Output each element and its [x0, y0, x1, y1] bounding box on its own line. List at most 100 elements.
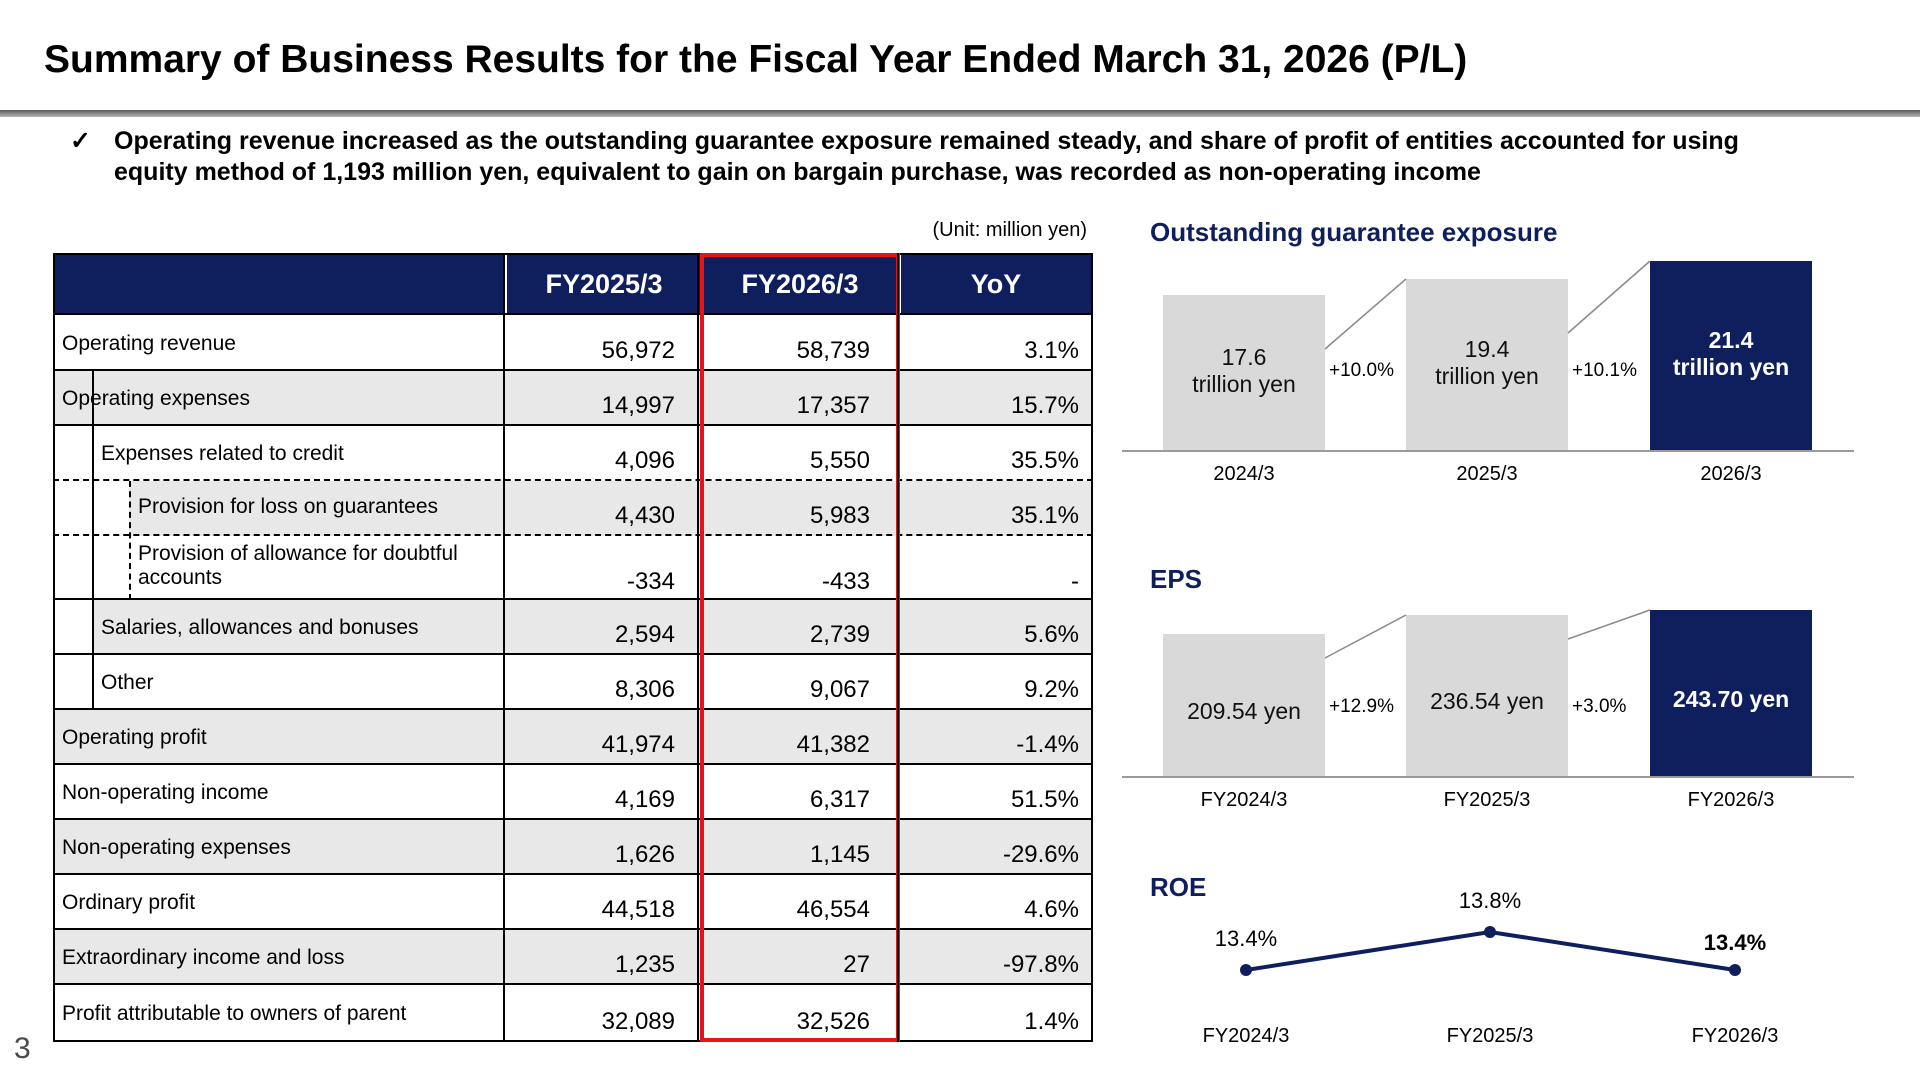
growth-connector [1567, 609, 1651, 640]
table-row-profit-parent: Profit attributable to owners of parent 3… [53, 985, 1093, 1042]
bar-label-line: 21.4 [1708, 326, 1754, 353]
results-table: FY2025/3 FY2026/3 YoY Operating revenue 5… [53, 253, 1093, 1042]
table-gridline [1091, 253, 1093, 1042]
bar-label: 243.70 yen [1672, 685, 1790, 712]
growth-label: +10.0% [1329, 360, 1394, 381]
cell-yoy: 35.5% [1010, 447, 1079, 474]
cell-fy2025: 2,594 [614, 621, 675, 648]
summary-bullet: ✓ Operating revenue increased as the out… [70, 126, 1770, 188]
cell-yoy: 35.1% [1010, 502, 1079, 529]
bar-1: 209.54 yen [1163, 634, 1325, 776]
row-label: Ordinary profit [62, 891, 196, 914]
cell-fy2026: 17,357 [796, 392, 870, 419]
bar-2: 236.54 yen [1406, 615, 1568, 776]
row-label: Operating expenses [62, 387, 250, 410]
table-row-non-operating-expenses: Non-operating expenses 1,626 1,145 -29.6% [53, 820, 1093, 875]
chart-baseline [1122, 776, 1854, 778]
bar-label: 209.54 yen [1187, 697, 1301, 724]
check-icon: ✓ [70, 127, 91, 155]
header-divider [505, 255, 507, 313]
bar-2: 19.4 trillion yen [1406, 279, 1568, 450]
table-gridline [53, 253, 55, 1042]
cell-fy2026: 5,550 [809, 447, 870, 474]
bar-label-line: trillion yen [1192, 370, 1296, 397]
category-label: 2024/3 [1213, 463, 1275, 485]
bar-label-line: trillion yen [1672, 353, 1790, 380]
category-label: FY2025/3 [1443, 789, 1531, 811]
summary-text: Operating revenue increased as the outst… [114, 127, 1739, 186]
bar-label-line: trillion yen [1435, 362, 1539, 389]
row-label: Expenses related to credit [101, 442, 344, 465]
category-label: 2026/3 [1700, 463, 1762, 485]
growth-connector [1567, 260, 1651, 334]
cell-fy2026: 41,382 [796, 731, 870, 758]
header-divider [899, 255, 901, 313]
category-label: FY2024/3 [1200, 789, 1288, 811]
cell-fy2026: 2,739 [809, 621, 870, 648]
roe-point [1240, 964, 1252, 976]
cell-yoy: 15.7% [1010, 392, 1079, 419]
cell-fy2025: -334 [626, 568, 675, 595]
category-label: FY2025/3 [1446, 1025, 1534, 1047]
roe-line [1245, 929, 1736, 972]
cell-yoy: 51.5% [1010, 786, 1079, 813]
cell-fy2026: 46,554 [796, 896, 870, 923]
table-gridline [92, 371, 94, 710]
table-row-extraordinary: Extraordinary income and loss 1,235 27 -97.… [53, 930, 1093, 985]
table-gridline-dashed [129, 481, 131, 600]
cell-fy2025: 4,096 [614, 447, 675, 474]
header-fy2026: FY2026/3 [741, 269, 859, 299]
table-row-other: Other 8,306 9,067 9.2% [53, 655, 1093, 710]
cell-fy2026: 9,067 [809, 676, 870, 703]
table-row-expenses-credit: Expenses related to credit 4,096 5,550 35.5… [53, 426, 1093, 481]
eps-chart-title: EPS [1150, 564, 1203, 594]
roe-value-label: 13.4% [1214, 926, 1278, 951]
title-divider [0, 110, 1920, 117]
bar-3: 21.4 trillion yen [1650, 261, 1812, 450]
cell-fy2025: 44,518 [601, 896, 675, 923]
row-label: Operating revenue [62, 332, 236, 355]
table-row-ordinary-profit: Ordinary profit 44,518 46,554 4.6% [53, 875, 1093, 930]
bar-1: 17.6 trillion yen [1163, 295, 1325, 450]
cell-fy2026: 58,739 [796, 337, 870, 364]
table-gridline [697, 253, 699, 1042]
cell-fy2025: 8,306 [614, 676, 675, 703]
row-label: Provision for loss on guarantees [138, 495, 438, 518]
cell-yoy: - [1071, 568, 1079, 595]
page-number: 3 [14, 1032, 31, 1065]
category-label: FY2026/3 [1687, 789, 1775, 811]
row-label-line: accounts [138, 566, 223, 589]
page-title: Summary of Business Results for the Fisc… [44, 38, 1468, 81]
cell-yoy: 5.6% [1024, 621, 1079, 648]
cell-fy2025: 4,169 [614, 786, 675, 813]
table-row-provision-guarantees: Provision for loss on guarantees 4,430 5,9… [53, 481, 1093, 536]
table-row-salaries: Salaries, allowances and bonuses 2,594 2,7… [53, 600, 1093, 655]
table-row-provision-allowance: Provision of allowance for doubtful accou… [53, 536, 1093, 600]
table-row-operating-revenue: Operating revenue 56,972 58,739 3.1% [53, 315, 1093, 371]
row-label: Non-operating income [62, 781, 269, 804]
bar-label: 21.4 trillion yen [1673, 327, 1789, 381]
unit-note: (Unit: million yen) [932, 219, 1087, 241]
cell-yoy: 3.1% [1024, 337, 1079, 364]
cell-fy2025: 56,972 [601, 337, 675, 364]
cell-fy2026: 6,317 [809, 786, 870, 813]
growth-connector [1324, 278, 1407, 350]
bar-label-line: 19.4 [1464, 335, 1510, 362]
row-label: Provision of allowance for doubtful accou… [138, 542, 458, 590]
row-label: Non-operating expenses [62, 836, 291, 859]
row-label: Other [101, 671, 154, 694]
row-label: Extraordinary income and loss [62, 946, 345, 969]
cell-fy2025: 4,430 [614, 502, 675, 529]
roe-point [1729, 964, 1741, 976]
chart-baseline [1122, 450, 1854, 452]
table-row-operating-expenses: Operating expenses 14,997 17,357 15.7% [53, 371, 1093, 426]
growth-label: +3.0% [1572, 696, 1627, 717]
cell-fy2026: 5,983 [809, 502, 870, 529]
bar-3: 243.70 yen [1650, 610, 1812, 776]
header-yoy: YoY [970, 269, 1022, 299]
header-fy2025: FY2025/3 [545, 269, 663, 299]
table-row-operating-profit: Operating profit 41,974 41,382 -1.4% [53, 710, 1093, 765]
category-label: 2025/3 [1456, 463, 1518, 485]
cell-yoy: 1.4% [1024, 1008, 1079, 1035]
bar-label: 19.4 trillion yen [1435, 336, 1539, 390]
